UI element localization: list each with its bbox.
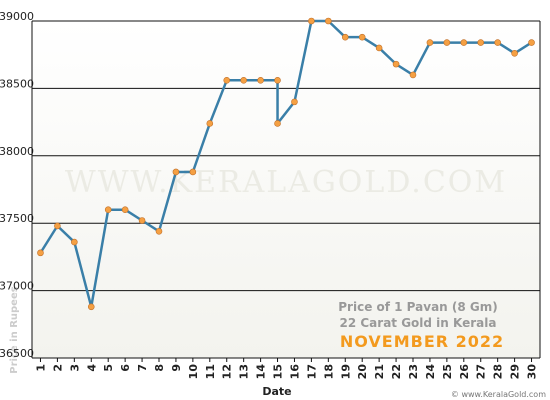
marker xyxy=(138,217,146,224)
x-tick-label: 29 xyxy=(509,364,522,379)
marker xyxy=(172,168,180,176)
plot-area xyxy=(32,21,540,358)
x-tick-label: 26 xyxy=(458,364,471,380)
x-axis-label: Date xyxy=(262,385,291,398)
x-tick-label: 28 xyxy=(492,364,505,379)
marker xyxy=(223,77,231,84)
y-tick-label: 37500 xyxy=(0,212,34,225)
x-tick-label: 12 xyxy=(221,364,234,379)
marker xyxy=(494,39,501,46)
marker xyxy=(325,17,332,25)
marker xyxy=(460,39,468,46)
marker xyxy=(477,39,485,46)
x-tick-label: 1 xyxy=(34,364,47,372)
x-tick-label: 11 xyxy=(204,364,217,379)
marker xyxy=(189,168,197,176)
x-tick-label: 23 xyxy=(407,364,420,379)
footer: © www.KeralaGold.com xyxy=(451,390,546,399)
annotation: Price of 1 Pavan (8 Gm) xyxy=(338,300,498,314)
marker xyxy=(341,33,349,41)
x-tick-label: 9 xyxy=(170,364,183,372)
x-tick-label: 10 xyxy=(187,364,200,380)
x-tick-label: 27 xyxy=(475,364,488,379)
marker xyxy=(392,60,400,68)
x-tick-label: 19 xyxy=(339,364,352,379)
x-tick-label: 24 xyxy=(424,364,437,380)
marker xyxy=(426,39,434,46)
x-tick-label: 14 xyxy=(255,364,268,380)
x-tick-label: 4 xyxy=(85,364,98,372)
marker xyxy=(257,77,264,84)
y-tick-label: 37000 xyxy=(0,280,34,293)
marker xyxy=(155,227,163,235)
marker xyxy=(291,98,298,106)
x-tick-label: 8 xyxy=(153,364,166,372)
marker xyxy=(71,238,78,246)
x-tick-label: 20 xyxy=(356,364,369,380)
y-axis-label: Price in Rupees xyxy=(9,286,20,373)
x-tick-label: 6 xyxy=(119,364,132,372)
y-tick-label: 38000 xyxy=(0,145,34,158)
x-tick-label: 13 xyxy=(238,364,251,379)
watermark: WWW.KERALAGOLD.COM xyxy=(65,165,507,200)
marker xyxy=(308,17,315,25)
marker xyxy=(375,44,383,52)
x-tick-label: 7 xyxy=(136,364,149,372)
marker xyxy=(240,77,247,84)
y-tick-label: 36500 xyxy=(0,347,34,360)
y-tick-label: 38500 xyxy=(0,77,34,90)
y-tick-label: 39000 xyxy=(0,10,34,23)
x-tick-label: 18 xyxy=(322,364,335,379)
x-tick-label: 17 xyxy=(305,364,318,379)
marker xyxy=(37,249,44,257)
marker xyxy=(206,120,214,127)
x-tick-label: 21 xyxy=(373,364,386,379)
x-tick-label: 15 xyxy=(272,364,285,379)
x-tick-label: 3 xyxy=(68,364,81,372)
marker xyxy=(54,222,61,230)
marker xyxy=(358,33,366,41)
marker xyxy=(121,206,129,214)
x-tick-label: 30 xyxy=(526,364,539,380)
marker xyxy=(274,77,281,84)
marker xyxy=(87,303,95,311)
x-tick-label: 16 xyxy=(288,364,301,380)
x-tick-label: 5 xyxy=(102,364,115,372)
annotation: 22 Carat Gold in Kerala xyxy=(340,316,497,330)
marker xyxy=(104,206,112,214)
x-tick-label: 2 xyxy=(51,364,64,372)
marker xyxy=(528,39,535,46)
x-tick-label: 25 xyxy=(441,364,454,379)
marker xyxy=(409,71,417,79)
marker xyxy=(274,120,281,127)
marker xyxy=(443,39,451,46)
marker xyxy=(511,50,518,57)
x-tick-label: 22 xyxy=(390,364,403,379)
annotation: NOVEMBER 2022 xyxy=(340,332,504,351)
